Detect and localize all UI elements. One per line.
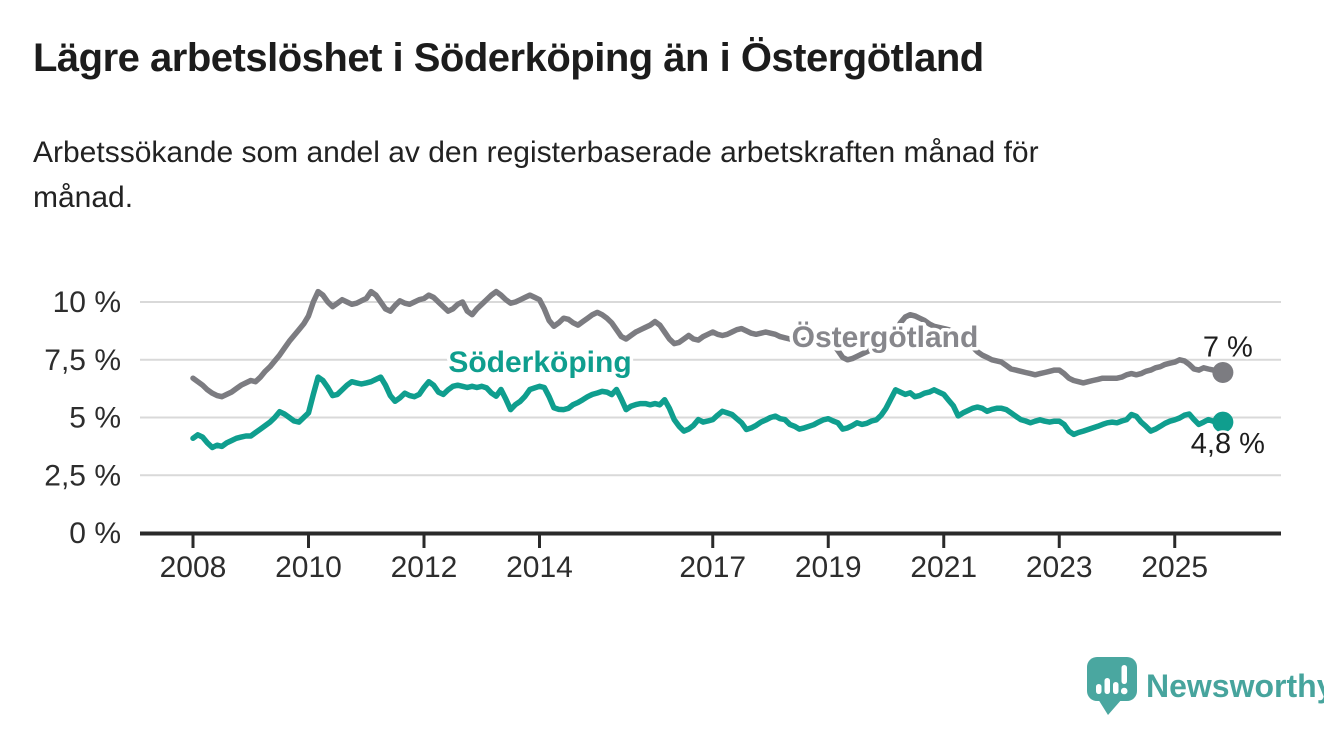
series-label-Söderköping: Söderköping [448,346,631,379]
x-axis-tick-label: 2008 [160,551,227,584]
y-axis-tick-label: 7,5 % [44,344,121,377]
y-axis-tick-label: 2,5 % [44,459,121,492]
x-axis-tick-label: 2017 [679,551,746,584]
end-value-label-Söderköping: 4,8 % [1191,428,1265,460]
series-end-dot-Söderköping [1212,411,1234,433]
series-end-dot-Östergötland [1212,361,1234,383]
x-axis-tick-label: 2023 [1026,551,1093,584]
series-label-Östergötland: Östergötland [792,321,979,354]
newsworthy-logo-icon [1087,657,1137,715]
series-line-Östergötland [190,288,1226,400]
y-axis-tick-label: 5 % [69,402,121,435]
end-value-label-Östergötland: 7 % [1203,331,1253,363]
page-title: Lägre arbetslöshet i Söderköping än i Ös… [33,36,984,80]
x-axis-tick-label: 2025 [1141,551,1208,584]
unemployment-line-chart: 0 % 2,5 % 5 % 7,5 % 10 % 2008 2010 2012 2014 2017… [44,286,1281,584]
brand-wordmark: Newsworthy [1146,668,1324,704]
y-axis-tick-label: 10 % [53,286,121,319]
newsworthy-logo: Newsworthy [1087,657,1324,715]
x-axis-tick-label: 2010 [275,551,342,584]
x-axis-tick-label: 2014 [506,551,573,584]
x-axis-tick-label: 2012 [391,551,458,584]
page-subtitle: Arbetssökande som andel av den registerb… [33,136,1039,214]
series-line-Söderköping [190,374,1226,451]
x-axis-tick-label: 2021 [910,551,977,584]
y-axis-tick-label: 0 % [69,517,121,550]
x-axis-tick-label: 2019 [795,551,862,584]
